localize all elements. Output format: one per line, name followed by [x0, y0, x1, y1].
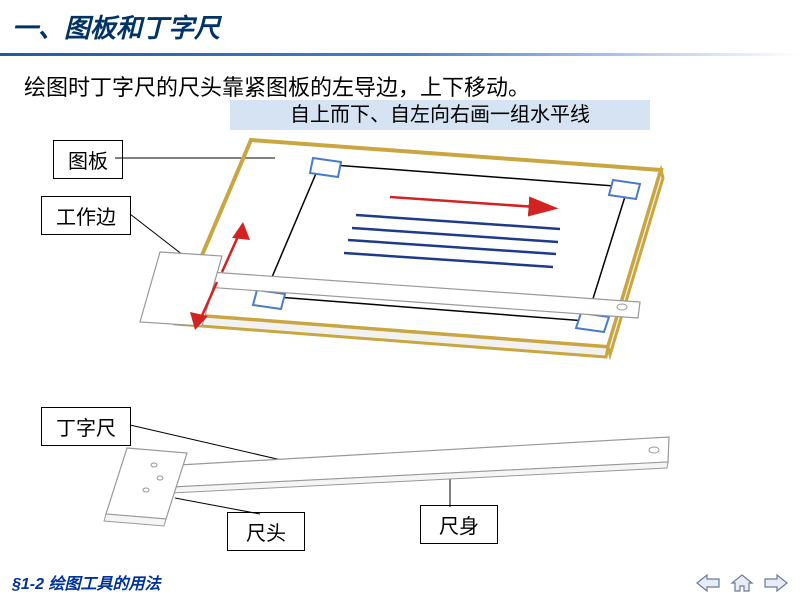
next-button[interactable] [762, 572, 790, 594]
label-head: 尺头 [227, 512, 305, 551]
footer-text: §1-2 绘图工具的用法 [12, 570, 160, 594]
nav-button-group [694, 572, 790, 594]
home-button[interactable] [728, 572, 756, 594]
title-underline [0, 53, 800, 56]
prev-button[interactable] [694, 572, 722, 594]
home-icon [730, 573, 754, 593]
label-board: 图板 [53, 140, 123, 179]
page-title: 一、图板和丁字尺 [0, 0, 800, 53]
label-working-edge: 工作边 [41, 196, 131, 235]
label-blade: 尺身 [420, 505, 498, 544]
arrow-left-icon [695, 573, 721, 593]
label-t-square: 丁字尺 [41, 407, 131, 446]
arrow-right-icon [763, 573, 789, 593]
instruction-box: 自上而下、自左向右画一组水平线 [230, 100, 650, 130]
